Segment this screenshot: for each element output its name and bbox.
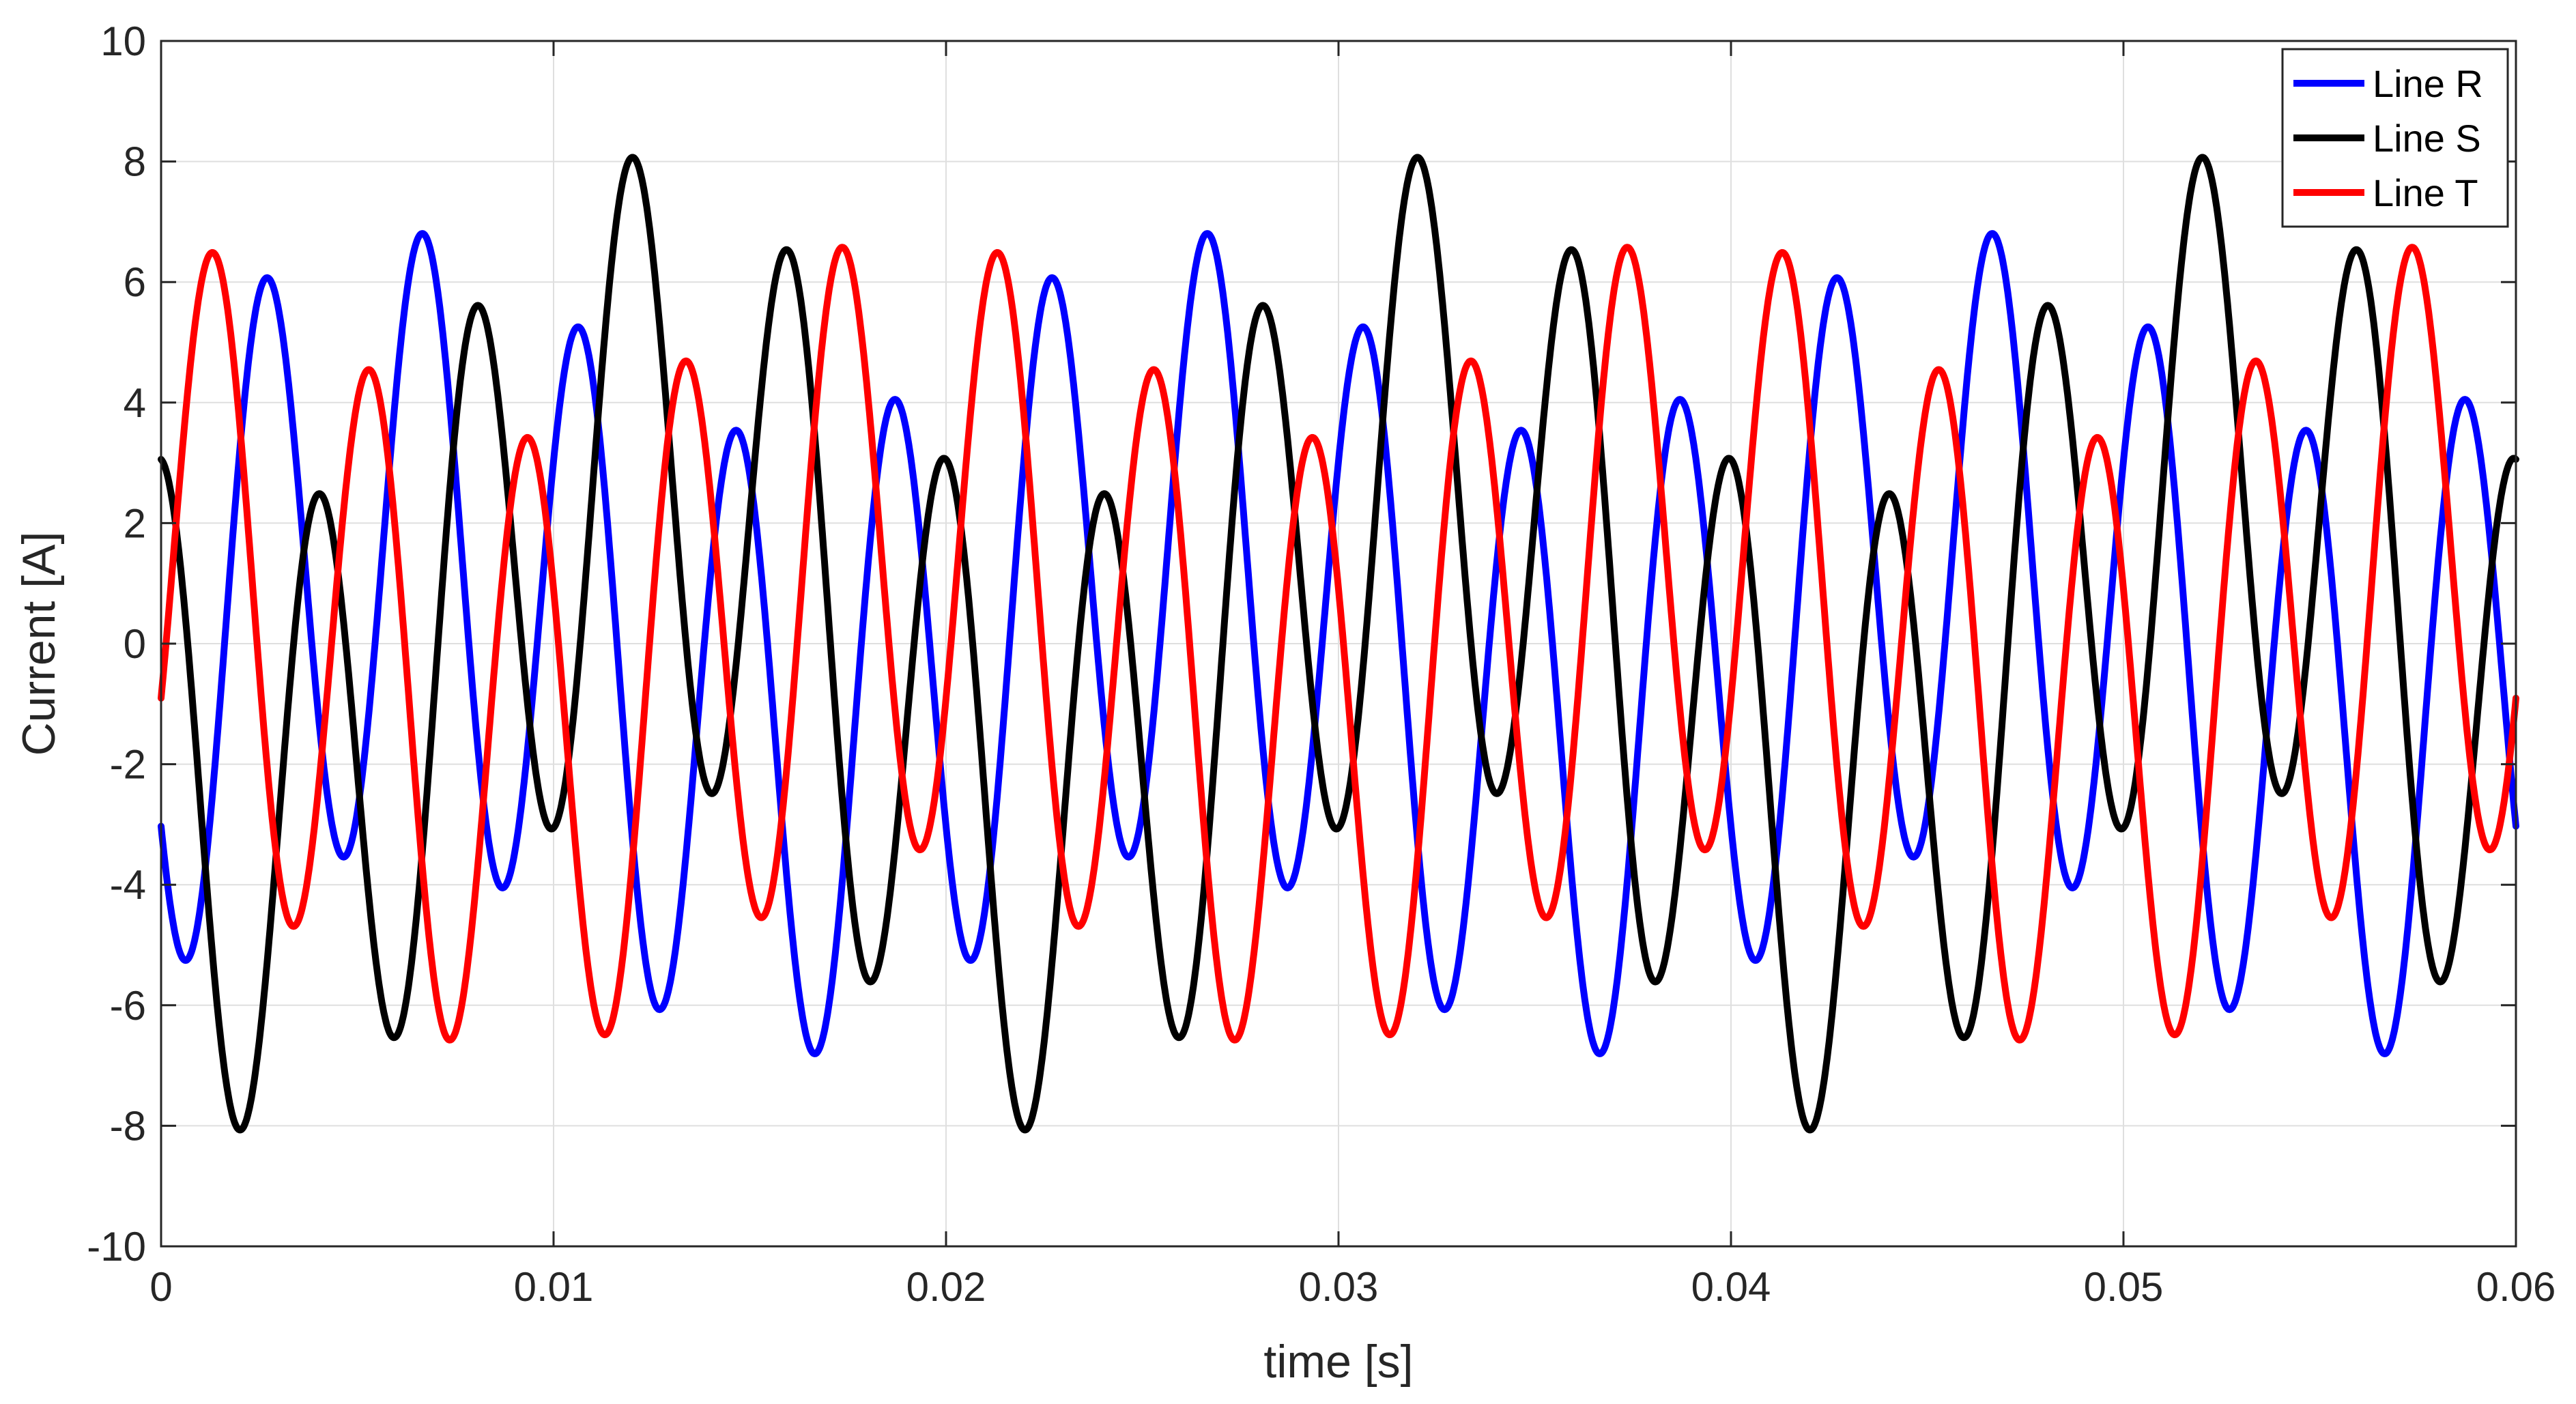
x-tick-label: 0.05 (2084, 1264, 2164, 1310)
x-tick-label: 0 (149, 1264, 172, 1310)
y-tick-label: 4 (124, 380, 146, 426)
ticks: 0 0.01 0.02 0.03 0.04 0.05 0.06 -10 -8 -6 -4 -2 0 2 4 6… (87, 18, 2556, 1310)
x-tick-label: 0.03 (1299, 1264, 1379, 1310)
x-tick-label: 0.06 (2476, 1264, 2556, 1310)
y-tick-label: 10 (100, 18, 146, 64)
y-tick-label: 2 (124, 500, 146, 546)
legend-entry-label: Line S (2373, 117, 2481, 160)
y-tick-label: 6 (124, 259, 146, 305)
y-tick-label: -10 (87, 1224, 146, 1270)
y-tick-label: -2 (110, 742, 146, 788)
x-tick-label: 0.02 (906, 1264, 986, 1310)
y-tick-label: -8 (110, 1103, 146, 1149)
legend-entry-label: Line R (2373, 62, 2483, 105)
y-tick-label: -6 (110, 983, 146, 1029)
x-tick-label: 0.01 (514, 1264, 594, 1310)
series-line-line-r (158, 230, 2519, 1057)
y-axis-label: Current [A] (13, 532, 65, 756)
series-line-line-t (158, 244, 2519, 1044)
legend-entry-label: Line T (2373, 171, 2478, 214)
x-tick-label: 0.04 (1691, 1264, 1771, 1310)
plot-area (158, 154, 2519, 1134)
y-tick-label: 8 (124, 139, 146, 185)
series-line-line-s (158, 154, 2519, 1134)
legend: Line R Line S Line T (2281, 48, 2509, 228)
x-axis-label: time [s] (1263, 1336, 1413, 1388)
grid (161, 41, 2516, 1246)
y-tick-label: -4 (110, 862, 146, 908)
y-tick-label: 0 (124, 621, 146, 667)
